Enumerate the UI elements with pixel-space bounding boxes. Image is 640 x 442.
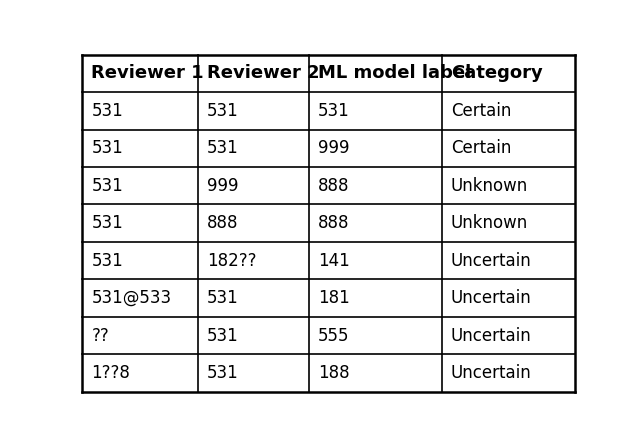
Text: 531: 531	[92, 139, 123, 157]
Text: 182??: 182??	[207, 251, 257, 270]
Text: 531: 531	[92, 102, 123, 120]
Text: 531: 531	[207, 102, 239, 120]
Text: 555: 555	[318, 327, 349, 344]
Text: 888: 888	[318, 177, 349, 195]
Text: 531: 531	[207, 289, 239, 307]
Text: ML model label: ML model label	[318, 65, 471, 83]
Text: 888: 888	[207, 214, 239, 232]
Text: 531: 531	[207, 327, 239, 344]
Text: 531: 531	[92, 214, 123, 232]
Text: Uncertain: Uncertain	[451, 364, 532, 382]
Text: 531: 531	[207, 139, 239, 157]
Text: 188: 188	[318, 364, 349, 382]
Text: 531@533: 531@533	[92, 289, 172, 307]
Text: Reviewer 2: Reviewer 2	[207, 65, 320, 83]
Text: 531: 531	[92, 177, 123, 195]
Text: 888: 888	[318, 214, 349, 232]
Text: Unknown: Unknown	[451, 177, 528, 195]
Text: Certain: Certain	[451, 102, 511, 120]
Text: Uncertain: Uncertain	[451, 327, 532, 344]
Text: 1??8: 1??8	[92, 364, 131, 382]
Text: 181: 181	[318, 289, 349, 307]
Text: 141: 141	[318, 251, 349, 270]
Text: ??: ??	[92, 327, 109, 344]
Text: 531: 531	[207, 364, 239, 382]
Text: 531: 531	[92, 251, 123, 270]
Text: Unknown: Unknown	[451, 214, 528, 232]
Text: Certain: Certain	[451, 139, 511, 157]
Text: Uncertain: Uncertain	[451, 251, 532, 270]
Text: 531: 531	[318, 102, 349, 120]
Text: Category: Category	[451, 65, 543, 83]
Text: Reviewer 1: Reviewer 1	[92, 65, 204, 83]
Text: 999: 999	[207, 177, 239, 195]
Text: 999: 999	[318, 139, 349, 157]
Text: Uncertain: Uncertain	[451, 289, 532, 307]
